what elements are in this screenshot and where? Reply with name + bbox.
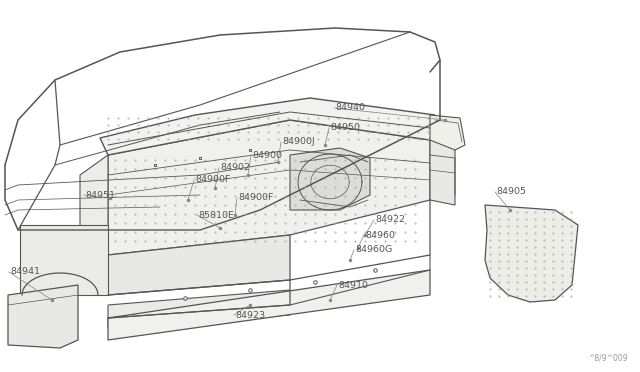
Polygon shape bbox=[8, 285, 78, 348]
Text: 84951: 84951 bbox=[85, 190, 115, 199]
Text: 84960G: 84960G bbox=[355, 246, 392, 254]
Text: 84900F: 84900F bbox=[238, 193, 273, 202]
Polygon shape bbox=[290, 148, 370, 210]
Text: 85810E: 85810E bbox=[198, 211, 234, 219]
Text: 84900: 84900 bbox=[252, 151, 282, 160]
Text: 84900J: 84900J bbox=[282, 138, 315, 147]
Text: 84960: 84960 bbox=[365, 231, 395, 240]
Polygon shape bbox=[20, 225, 108, 295]
Polygon shape bbox=[100, 98, 435, 155]
Text: 84902: 84902 bbox=[220, 164, 250, 173]
Polygon shape bbox=[108, 290, 290, 328]
Text: ^8/9^009: ^8/9^009 bbox=[588, 353, 628, 362]
Text: 84900F: 84900F bbox=[195, 176, 230, 185]
Polygon shape bbox=[108, 235, 290, 295]
Polygon shape bbox=[80, 155, 108, 295]
Polygon shape bbox=[485, 205, 578, 302]
Polygon shape bbox=[108, 120, 430, 255]
Text: 84922: 84922 bbox=[375, 215, 405, 224]
Polygon shape bbox=[108, 270, 430, 340]
Text: 84923: 84923 bbox=[235, 311, 265, 320]
Text: 84940: 84940 bbox=[335, 103, 365, 112]
Text: 84950: 84950 bbox=[330, 124, 360, 132]
Text: 84905: 84905 bbox=[496, 187, 526, 196]
Text: 84910: 84910 bbox=[338, 280, 368, 289]
Text: 84941: 84941 bbox=[10, 267, 40, 276]
Polygon shape bbox=[430, 115, 465, 150]
Polygon shape bbox=[430, 140, 455, 205]
